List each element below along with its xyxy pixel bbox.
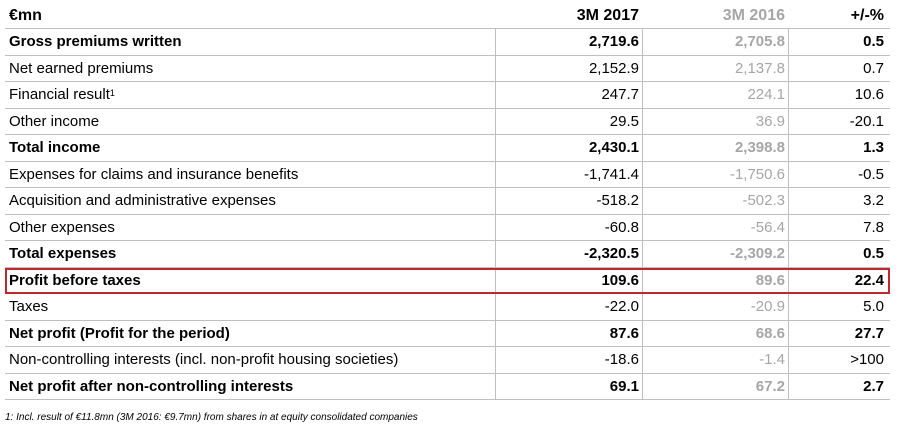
value-3m-2017: -22.0 [495, 294, 642, 320]
row-label-text: Profit before taxes [9, 271, 141, 289]
table-row: Total expenses -2,320.5 -2,309.2 0.5 [5, 241, 890, 268]
table-row: Net profit after non-controlling interes… [5, 373, 890, 400]
value-3m-2016: -20.9 [642, 294, 788, 320]
value-change-pct: 3.2 [788, 188, 890, 214]
table-row: Financial result 1 247.7 224.1 10.6 [5, 82, 890, 109]
value-change-pct: -0.5 [788, 161, 890, 187]
row-label: Net earned premiums [5, 56, 495, 82]
value-change-pct: 7.8 [788, 214, 890, 240]
row-label-text: Total income [9, 139, 101, 157]
row-label-text: Gross premiums written [9, 33, 182, 51]
row-label-text: Other income [9, 112, 100, 130]
value-change-pct: 10.6 [788, 82, 890, 108]
row-label-text: Net profit (Profit for the period) [9, 324, 230, 342]
table-row: Taxes -22.0 -20.9 5.0 [5, 294, 890, 321]
row-label-text: Expenses for claims and insurance benefi… [9, 165, 299, 183]
row-label: Profit before taxes [5, 268, 495, 294]
row-label-text: Total expenses [9, 245, 117, 263]
table-row: Net profit (Profit for the period) 87.6 68… [5, 320, 890, 347]
row-label-text: Financial result [9, 86, 110, 104]
table-header: €mn 3M 2017 3M 2016 +/-% [5, 3, 890, 29]
value-3m-2016: 2,398.8 [642, 135, 788, 161]
value-3m-2017: -2,320.5 [495, 241, 642, 267]
table-row: Total income 2,430.1 2,398.8 1.3 [5, 135, 890, 162]
row-label: Net profit (Profit for the period) [5, 321, 495, 347]
footnote: 1: Incl. result of €11.8mn (3M 2016: €9.… [5, 412, 418, 423]
table-row: Profit before taxes 109.6 89.6 22.4 [5, 267, 890, 294]
row-label-text: Net profit after non-controlling interes… [9, 377, 294, 395]
value-3m-2017: -60.8 [495, 214, 642, 240]
value-3m-2017: 29.5 [495, 108, 642, 134]
table-row: Net earned premiums 2,152.9 2,137.8 0.7 [5, 55, 890, 82]
row-label-text: Net earned premiums [9, 59, 154, 77]
row-label: Expenses for claims and insurance benefi… [5, 162, 495, 188]
value-3m-2016: 67.2 [642, 373, 788, 399]
value-change-pct: 5.0 [788, 294, 890, 320]
table-row: Gross premiums written 2,719.6 2,705.8 0.5 [5, 29, 890, 56]
value-change-pct: 0.5 [788, 241, 890, 267]
row-label-text: Non-controlling interests (incl. non-pro… [9, 351, 399, 369]
value-3m-2016: 89.6 [642, 267, 788, 293]
value-3m-2017: 87.6 [495, 320, 642, 346]
row-label: Net profit after non-controlling interes… [5, 374, 495, 400]
value-3m-2016: -1.4 [642, 347, 788, 373]
table-row: Acquisition and administrative expenses -… [5, 188, 890, 215]
value-3m-2017: 109.6 [495, 267, 642, 293]
table-row: Other income 29.5 36.9 -20.1 [5, 108, 890, 135]
value-3m-2017: 247.7 [495, 82, 642, 108]
table-row: Non-controlling interests (incl. non-pro… [5, 347, 890, 374]
value-change-pct: 0.5 [788, 29, 890, 55]
row-label: Other expenses [5, 215, 495, 241]
value-3m-2016: 36.9 [642, 108, 788, 134]
row-label: Taxes [5, 294, 495, 320]
value-change-pct: 0.7 [788, 55, 890, 81]
financial-table: €mn 3M 2017 3M 2016 +/-% Gross premiums … [5, 3, 890, 400]
value-change-pct: >100 [788, 347, 890, 373]
row-label: Other income [5, 109, 495, 135]
row-label: Total income [5, 135, 495, 161]
table-body: Gross premiums written 2,719.6 2,705.8 0.5 N… [5, 29, 890, 400]
row-label: Gross premiums written [5, 29, 495, 55]
header-3m-2017: 3M 2017 [576, 7, 639, 24]
value-3m-2017: -518.2 [495, 188, 642, 214]
value-3m-2016: -2,309.2 [642, 241, 788, 267]
row-label-text: Taxes [9, 298, 49, 316]
value-3m-2016: 68.6 [642, 320, 788, 346]
value-3m-2017: 2,152.9 [495, 55, 642, 81]
row-label-text: Other expenses [9, 218, 115, 236]
value-3m-2016: 224.1 [642, 82, 788, 108]
row-label: Total expenses [5, 241, 495, 267]
value-3m-2016: -502.3 [642, 188, 788, 214]
header-change-pct: +/-% [850, 7, 884, 24]
row-label-text: Acquisition and administrative expenses [9, 192, 276, 210]
value-3m-2017: 2,430.1 [495, 135, 642, 161]
row-label: Financial result 1 [9, 86, 115, 104]
header-3m-2016: 3M 2016 [722, 7, 785, 24]
table-row: Other expenses -60.8 -56.4 7.8 [5, 214, 890, 241]
value-3m-2017: -1,741.4 [495, 161, 642, 187]
value-3m-2016: -56.4 [642, 214, 788, 240]
value-change-pct: 27.7 [788, 320, 890, 346]
value-change-pct: 2.7 [788, 373, 890, 399]
value-3m-2017: -18.6 [495, 347, 642, 373]
value-3m-2016: -1,750.6 [642, 161, 788, 187]
value-3m-2017: 69.1 [495, 373, 642, 399]
value-change-pct: -20.1 [788, 108, 890, 134]
header-unit: €mn [9, 7, 42, 24]
value-change-pct: 1.3 [788, 135, 890, 161]
value-3m-2016: 2,137.8 [642, 55, 788, 81]
value-3m-2016: 2,705.8 [642, 29, 788, 55]
row-label: Acquisition and administrative expenses [5, 188, 495, 214]
value-3m-2017: 2,719.6 [495, 29, 642, 55]
value-change-pct: 22.4 [788, 267, 890, 293]
table-row: Expenses for claims and insurance benefi… [5, 161, 890, 188]
row-label: Non-controlling interests (incl. non-pro… [5, 347, 495, 373]
